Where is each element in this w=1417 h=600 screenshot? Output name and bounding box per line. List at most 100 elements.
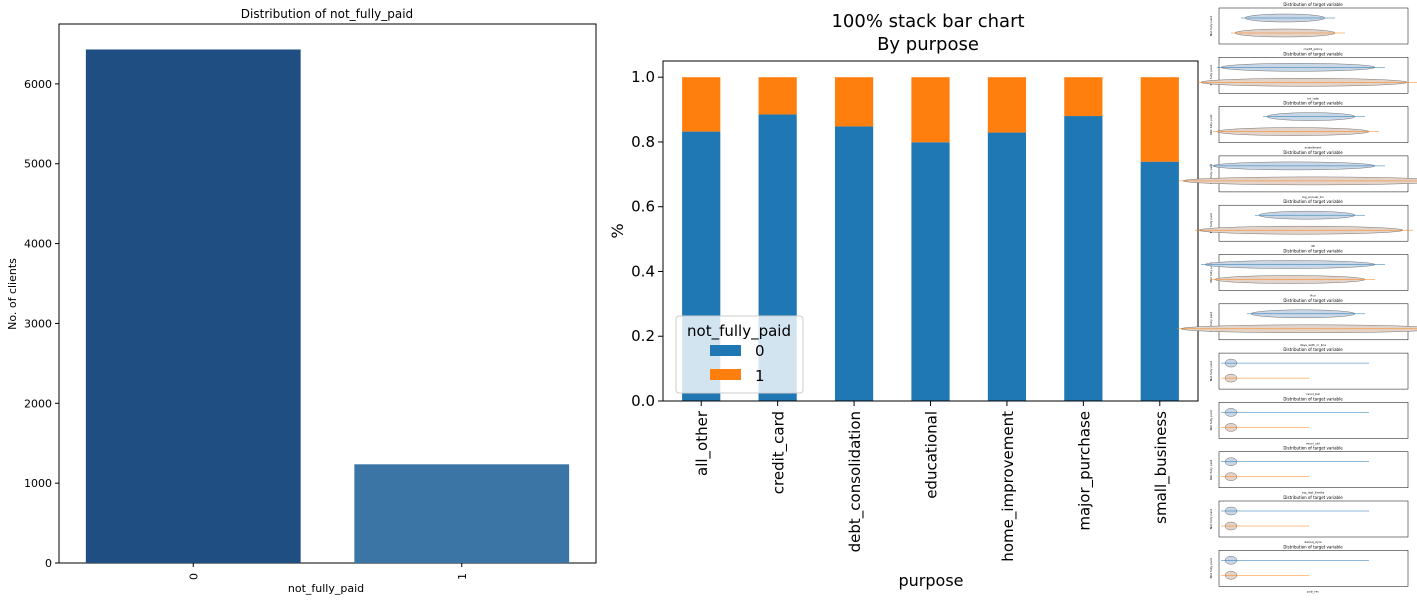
thumbnail-int_rate: Distribution of target variable Not fully… xyxy=(1197,51,1417,100)
thumbnail-y-label: Not fully paid xyxy=(1209,213,1213,233)
y-tick-label: 5000 xyxy=(24,158,52,171)
chart1-plot-frame xyxy=(58,23,597,564)
thumbnail-y-label: Not fully paid xyxy=(1209,312,1213,332)
y-tick-label: 0.2 xyxy=(631,327,655,345)
y-tick-label: 0.6 xyxy=(631,198,655,216)
thumbnail-y-label: Not fully paid xyxy=(1209,164,1213,184)
thumbnail-title: Distribution of target variable xyxy=(1283,199,1343,204)
thumbnail-installment: Distribution of target variable Not fully… xyxy=(1209,101,1409,150)
chart2-x-axis-label: purpose xyxy=(899,571,964,590)
thumbnail-y-label: Not fully paid xyxy=(1209,361,1213,381)
thumbnail-revol_bal: Distribution of target variable Not fully… xyxy=(1209,347,1409,396)
thumbnail-x-label: pub_rec xyxy=(1307,589,1319,593)
thumbnail-fico: Distribution of target variable Not fully… xyxy=(1201,249,1409,298)
chart2-legend: not_fully_paid 0 1 xyxy=(675,315,804,394)
thumbnail-title: Distribution of target variable xyxy=(1283,51,1343,56)
thumbnail-credit_policy: Distribution of target variable Not fully… xyxy=(1209,2,1409,51)
thumbnail-frame xyxy=(1218,402,1409,439)
thumbnail-y-label: Not fully paid xyxy=(1209,460,1213,480)
thumbnail-y-label: Not fully paid xyxy=(1209,114,1213,134)
y-tick-label: 4000 xyxy=(24,238,52,251)
y-tick-label: 2000 xyxy=(24,397,52,410)
thumbnail-frame xyxy=(1218,550,1409,587)
bar-educational-series-1 xyxy=(911,77,950,143)
bar-0 xyxy=(85,49,301,564)
x-tick-label: educational xyxy=(923,411,941,499)
thumbnail-log_annual_inc: Distribution of target variable Not fully… xyxy=(1179,150,1417,199)
thumbnail-x-label: credit_policy xyxy=(1304,47,1323,51)
thumbnail-dti: Distribution of target variable Not fully… xyxy=(1195,199,1413,248)
thumbnail-delinq_2yrs: Distribution of target variable Not fully… xyxy=(1209,495,1409,544)
thumbnail-pub_rec: Distribution of target variable Not fully… xyxy=(1209,544,1409,593)
x-tick-label: major_purchase xyxy=(1075,411,1094,531)
thumbnail-x-label: dti xyxy=(1311,244,1315,248)
thumbnail-x-label: log_annual_inc xyxy=(1302,195,1325,199)
thumbnail-title: Distribution of target variable xyxy=(1283,150,1343,155)
bar-major_purchase-series-0 xyxy=(1064,116,1103,402)
thumbnail-title: Distribution of target variable xyxy=(1283,446,1343,451)
thumbnail-y-label: Not fully paid xyxy=(1209,558,1213,578)
x-tick-label: 0 xyxy=(187,573,200,580)
client-count-bar-chart: Distribution of not_fully_paid not_fully… xyxy=(6,7,597,595)
x-tick-label: home_improvement xyxy=(999,411,1018,562)
legend-title: not_fully_paid xyxy=(687,322,791,341)
legend-label-1: 1 xyxy=(755,367,765,385)
thumbnail-frame xyxy=(1218,500,1409,538)
thumbnail-title: Distribution of target variable xyxy=(1283,544,1343,549)
thumbnail-inq_last_6mths: Distribution of target variable Not fully… xyxy=(1209,446,1409,495)
bar-small_business-series-1 xyxy=(1140,77,1179,162)
thumbnail-frame xyxy=(1218,352,1409,390)
thumbnail-x-label: installment xyxy=(1305,146,1323,150)
thumbnail-y-label: Not fully paid xyxy=(1209,262,1213,282)
thumbnail-revol_util: Distribution of target variable Not fully… xyxy=(1209,396,1409,445)
thumbnail-x-label: revol_util xyxy=(1306,441,1320,445)
y-tick-label: 6000 xyxy=(24,78,52,91)
thumbnail-x-label: inq_last_6mths xyxy=(1302,491,1325,495)
thumbnail-x-label: int_rate xyxy=(1307,96,1319,100)
thumbnail-frame xyxy=(1218,303,1409,341)
x-tick-label: all_other xyxy=(693,410,712,476)
thumbnail-frame xyxy=(1218,451,1409,488)
y-tick-label: 0.0 xyxy=(631,392,655,410)
thumbnail-title: Distribution of target variable xyxy=(1283,298,1343,303)
thumbnail-title: Distribution of target variable xyxy=(1283,347,1343,352)
y-tick-label: 0 xyxy=(45,557,52,570)
x-tick-label: 1 xyxy=(456,573,469,580)
chart2-y-axis-label: % xyxy=(608,223,627,238)
y-tick-label: 1.0 xyxy=(631,68,655,86)
violin-plot-thumbnails: Distribution of target variable Not fully… xyxy=(1177,2,1417,593)
legend-swatch-0 xyxy=(710,345,741,356)
thumbnail-title: Distribution of target variable xyxy=(1283,495,1343,500)
x-tick-label: credit_card xyxy=(770,411,789,494)
thumbnail-y-label: Not fully paid xyxy=(1209,16,1213,36)
bar-1 xyxy=(354,464,570,563)
thumbnail-frame xyxy=(1218,57,1409,94)
thumbnail-frame xyxy=(1218,254,1409,291)
y-tick-label: 0.4 xyxy=(631,262,655,280)
chart1-x-axis-label: not_fully_paid xyxy=(288,582,364,595)
legend-swatch-1 xyxy=(710,369,741,380)
bar-all_other-series-1 xyxy=(682,77,721,132)
x-tick-label: debt_consolidation xyxy=(846,411,865,552)
thumbnail-frame xyxy=(1218,155,1409,193)
legend-label-0: 0 xyxy=(755,342,765,360)
chart1-y-axis-label: No. of clients xyxy=(6,258,19,330)
thumbnail-y-label: Not fully paid xyxy=(1209,509,1213,529)
bar-educational-series-0 xyxy=(911,142,950,401)
thumbnail-title: Distribution of target variable xyxy=(1283,101,1343,106)
thumbnail-frame xyxy=(1218,7,1409,45)
thumbnail-title: Distribution of target variable xyxy=(1283,396,1343,401)
thumbnail-frame xyxy=(1218,204,1409,242)
thumbnail-x-label: days_with_cr_line xyxy=(1300,343,1326,347)
bar-debt_consolidation-series-1 xyxy=(834,77,874,127)
bar-credit_card-series-1 xyxy=(758,77,797,115)
bar-major_purchase-series-1 xyxy=(1064,77,1103,117)
thumbnail-x-label: delinq_2yrs xyxy=(1304,540,1322,544)
thumbnail-x-label: fico xyxy=(1310,294,1316,298)
thumbnail-title: Distribution of target variable xyxy=(1283,249,1343,254)
y-tick-label: 1000 xyxy=(24,477,52,490)
bar-home_improvement-series-0 xyxy=(987,132,1027,402)
bar-debt_consolidation-series-0 xyxy=(834,126,874,402)
thumbnail-days_with_cr_line: Distribution of target variable Not fully… xyxy=(1177,298,1417,347)
